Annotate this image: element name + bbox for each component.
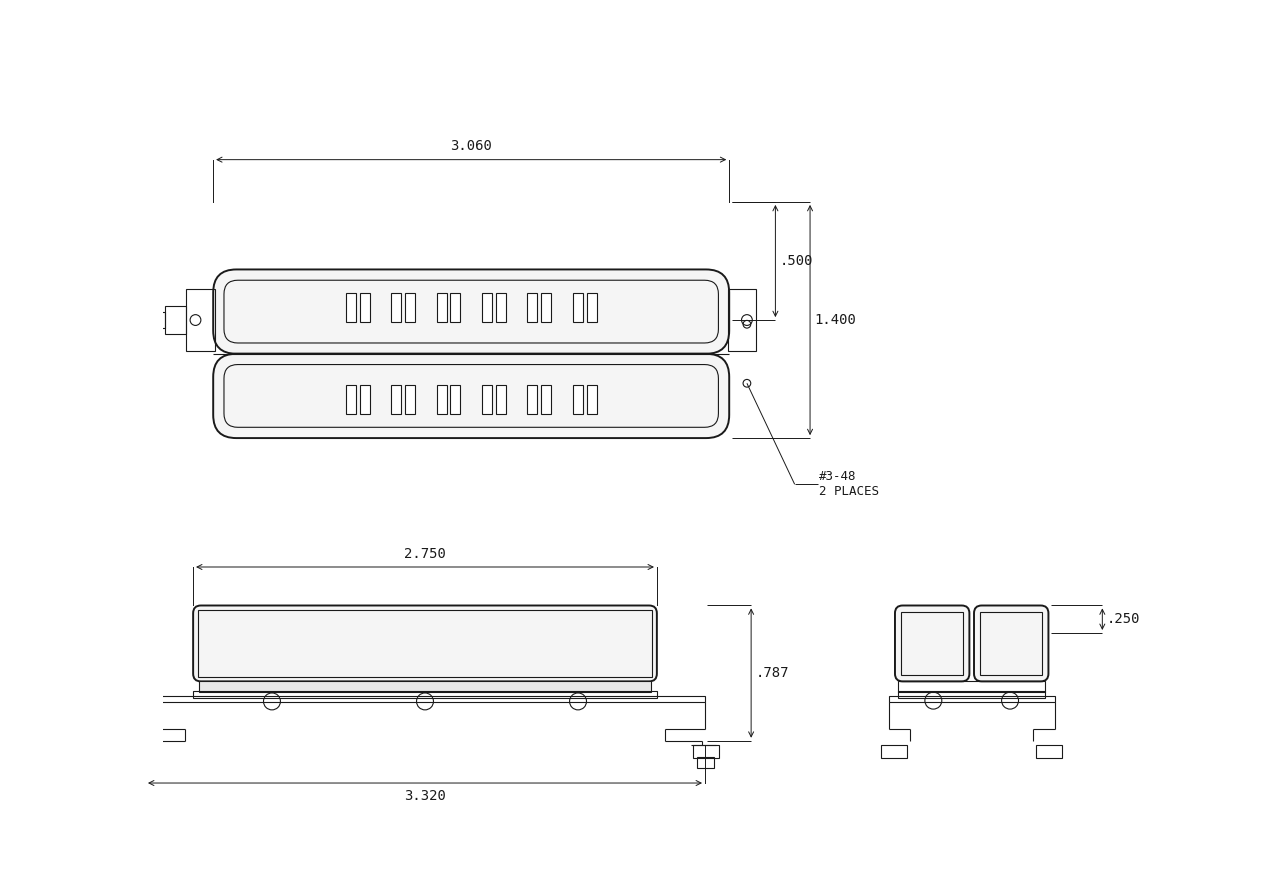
Text: .250: .250 (1107, 612, 1140, 626)
Bar (980, 612, 1042, 676)
Bar (360, 293, 370, 323)
Bar (118, 694, 136, 711)
Bar (392, 385, 401, 415)
FancyBboxPatch shape (214, 270, 730, 354)
Bar (692, 745, 719, 758)
Bar (888, 696, 1055, 702)
Bar (187, 289, 215, 351)
Bar (483, 385, 492, 415)
Bar (586, 293, 596, 323)
Bar (165, 306, 187, 334)
Bar (436, 293, 447, 323)
Text: 3.060: 3.060 (451, 140, 492, 153)
Bar (527, 385, 538, 415)
Bar (727, 289, 756, 351)
Bar (436, 385, 447, 415)
Text: 2.750: 2.750 (404, 547, 445, 561)
Bar (899, 681, 1046, 693)
Bar (136, 757, 152, 768)
Bar (392, 293, 401, 323)
Bar (106, 697, 118, 709)
FancyBboxPatch shape (214, 354, 730, 438)
Bar (200, 681, 650, 693)
Bar (495, 293, 506, 323)
FancyBboxPatch shape (224, 280, 718, 343)
Bar (573, 385, 582, 415)
Bar (197, 610, 653, 676)
Bar (899, 691, 1046, 698)
Bar (132, 745, 157, 758)
Text: .787: .787 (755, 666, 790, 680)
Bar (346, 385, 356, 415)
Bar (586, 385, 596, 415)
Bar (495, 385, 506, 415)
FancyBboxPatch shape (895, 606, 969, 681)
Bar (145, 696, 705, 702)
Text: #3-48: #3-48 (819, 470, 856, 483)
FancyBboxPatch shape (224, 365, 718, 427)
Bar (527, 293, 538, 323)
Bar (1036, 745, 1062, 758)
Bar (573, 293, 582, 323)
Text: 1.400: 1.400 (814, 313, 856, 327)
Bar (541, 293, 552, 323)
Bar (541, 385, 552, 415)
Bar (147, 314, 154, 326)
Bar (698, 757, 714, 768)
FancyBboxPatch shape (974, 606, 1048, 681)
Text: .500: .500 (780, 254, 814, 268)
Bar (360, 385, 370, 415)
Bar (152, 313, 165, 328)
Bar (193, 691, 657, 698)
FancyBboxPatch shape (193, 606, 657, 681)
Bar (404, 385, 415, 415)
Bar (881, 745, 908, 758)
Bar (901, 612, 964, 676)
Text: 3.320: 3.320 (404, 789, 445, 803)
Bar (346, 293, 356, 323)
Bar (451, 293, 461, 323)
Bar (451, 385, 461, 415)
Text: 2 PLACES: 2 PLACES (819, 485, 879, 498)
Bar (483, 293, 492, 323)
Bar (404, 293, 415, 323)
